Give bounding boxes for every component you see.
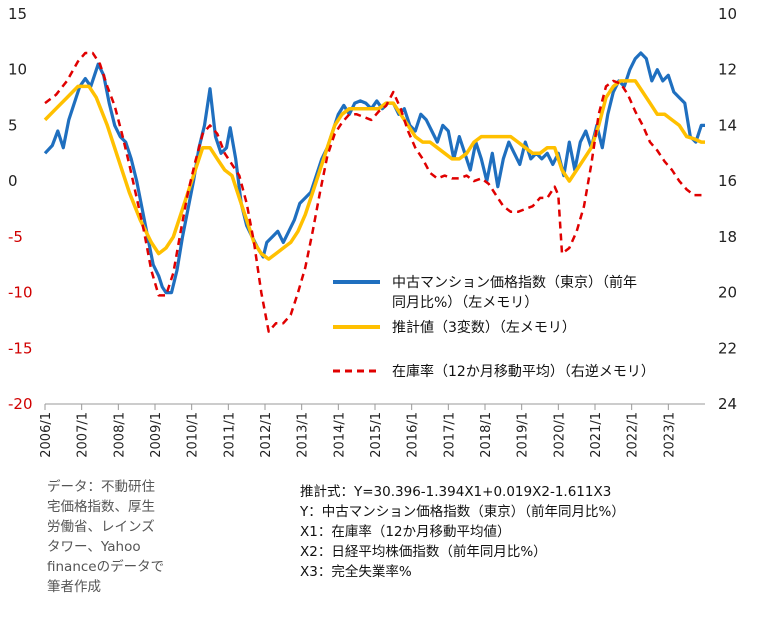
formula-line: X2：日経平均株価指数（前年同月比%）: [300, 544, 547, 560]
x-tick-label: 2014/1: [332, 412, 347, 458]
x-tick-label: 2008/1: [112, 412, 127, 458]
source-line: タワー、Yahoo: [47, 539, 141, 555]
series-lines: [43, 51, 705, 333]
chart-svg: 15 10 5 0 -5 -10 -15 -20 10 12 14 16 18 20 22 24 2006/…: [8, 5, 737, 458]
legend-label-price-index-1: 中古マンション価格指数（東京）（前年: [392, 274, 637, 291]
left-tick-label: 5: [8, 116, 18, 134]
series-line-estimate: [43, 79, 705, 261]
right-tick-label: 14: [718, 116, 737, 134]
right-axis-ticks: 10 12 14 16 18 20 22 24: [718, 5, 737, 413]
x-tick-label: 2016/1: [406, 412, 421, 458]
x-tick-label: 2020/1: [552, 412, 567, 458]
x-tick-label: 2006/1: [39, 412, 54, 458]
source-line: 筆者作成: [47, 579, 101, 595]
formula-note: 推計式：Y=30.396-1.394X1+0.019X2-1.611X3 Y：中…: [300, 482, 625, 582]
x-tick-label: 2021/1: [589, 412, 604, 458]
x-tick-label: 2011/1: [222, 412, 237, 458]
x-tick-label: 2015/1: [369, 412, 384, 458]
left-tick-label: 10: [8, 61, 27, 79]
x-tick-label: 2013/1: [296, 412, 311, 458]
left-tick-label: 0: [8, 172, 18, 190]
x-tick-label: 2009/1: [149, 412, 164, 458]
x-tick-label: 2019/1: [516, 412, 531, 458]
left-axis-ticks: 15 10 5 0 -5 -10 -15 -20: [8, 5, 33, 413]
legend-label-price-index-2: 同月比%）（左メモリ）: [392, 295, 538, 311]
source-note: データ：不動研住 宅価格指数、厚生 労働省、レインズ タワー、Yahoo fin…: [47, 477, 217, 597]
formula-line: X3：完全失業率%: [300, 564, 412, 580]
x-tick-label: 2022/1: [626, 412, 641, 458]
source-line: financeのデータで: [47, 559, 165, 575]
source-line: 宅価格指数、厚生: [47, 499, 155, 515]
legend: 中古マンション価格指数（東京）（前年 同月比%）（左メモリ） 推計値（3変数）（…: [333, 274, 655, 380]
right-tick-label: 18: [718, 228, 737, 246]
legend-label-estimate: 推計値（3変数）（左メモリ）: [392, 319, 576, 336]
series-line-inventory: [44, 51, 705, 333]
right-tick-label: 24: [718, 395, 737, 413]
right-tick-label: 22: [718, 339, 737, 357]
x-axis: 2006/1 2007/1 2008/1 2009/1 2010/1 2011/1 2012…: [39, 403, 705, 458]
right-tick-label: 20: [718, 284, 737, 302]
left-tick-label: -10: [8, 284, 33, 302]
right-tick-label: 10: [718, 5, 737, 23]
formula-line: X1：在庫率（12か月移動平均値）: [300, 524, 511, 540]
left-tick-label: -20: [8, 395, 33, 413]
x-tick-label: 2017/1: [442, 412, 457, 458]
formula-line: Y：中古マンション価格指数（東京）（前年同月比%）: [300, 504, 625, 520]
left-tick-label: 15: [8, 5, 27, 23]
legend-label-inventory: 在庫率（12か月移動平均）（右逆メモリ）: [392, 363, 655, 380]
x-tick-label: 2023/1: [662, 412, 677, 458]
formula-line: 推計式：Y=30.396-1.394X1+0.019X2-1.611X3: [300, 484, 612, 500]
right-tick-label: 16: [718, 172, 737, 190]
left-tick-label: -5: [8, 228, 23, 246]
right-tick-label: 12: [718, 61, 737, 79]
x-tick-label: 2018/1: [479, 412, 494, 458]
source-line: 労働省、レインズ: [47, 519, 155, 535]
x-tick-label: 2012/1: [259, 412, 274, 458]
left-tick-label: -15: [8, 339, 33, 357]
x-tick-label: 2007/1: [76, 412, 91, 458]
source-line: データ：不動研住: [47, 479, 155, 495]
x-tick-label: 2010/1: [186, 412, 201, 458]
